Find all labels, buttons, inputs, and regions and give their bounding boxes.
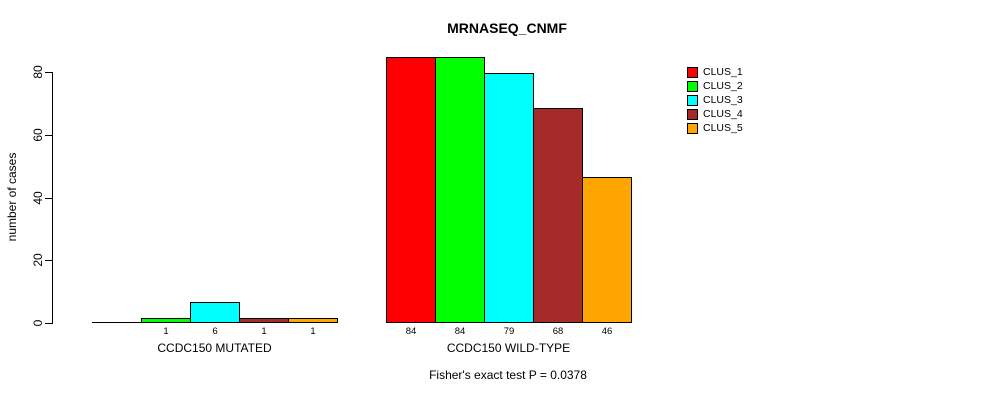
bar-value-label: 1: [163, 326, 169, 337]
bar-clus-2-wild-type: [435, 57, 485, 323]
legend-item-label: CLUS_3: [703, 94, 743, 106]
y-tick-label: 40: [31, 191, 45, 205]
legend: CLUS_1 CLUS_2 CLUS_3 CLUS_4 CLUS_5: [687, 65, 743, 135]
bar-clus-5-mutated: [288, 318, 338, 323]
legend-item-label: CLUS_2: [703, 80, 743, 92]
bar-value-label: 84: [454, 326, 466, 337]
legend-swatch-clus-4: [687, 108, 698, 120]
y-tick-mark: [45, 72, 52, 73]
bar-clus-3-mutated: [190, 302, 240, 323]
bar-value-label: 68: [552, 326, 564, 337]
y-tick-label: 20: [31, 253, 45, 267]
legend-swatch-clus-1: [687, 66, 698, 78]
x-group-label: CCDC150 MUTATED: [157, 341, 272, 355]
y-tick-mark: [45, 260, 52, 261]
legend-item-label: CLUS_1: [703, 66, 743, 78]
bar-value-label: 1: [310, 326, 316, 337]
bar-value-label: 79: [503, 326, 515, 337]
y-tick-mark: [45, 323, 52, 324]
legend-item-label: CLUS_4: [703, 108, 743, 120]
bar-value-label: 84: [405, 326, 417, 337]
legend-item: CLUS_3: [687, 93, 743, 107]
legend-swatch-clus-3: [687, 94, 698, 106]
legend-swatch-clus-2: [687, 80, 698, 92]
y-axis-label: number of cases: [5, 152, 19, 242]
y-tick-mark: [45, 135, 52, 136]
y-tick-label: 0: [31, 319, 45, 327]
bar-value-label: 46: [601, 326, 613, 337]
bar-clus-1-mutated-zero: [92, 322, 142, 323]
bar-clus-4-mutated: [239, 318, 289, 323]
chart-title: MRNASEQ_CNMF: [447, 20, 567, 36]
bar-clus-2-mutated: [141, 318, 191, 323]
y-tick-label: 60: [31, 128, 45, 142]
footnote-fishers-test: Fisher's exact test P = 0.0378: [429, 368, 587, 382]
x-group-label: CCDC150 WILD-TYPE: [446, 341, 571, 355]
bar-value-label: 1: [261, 326, 267, 337]
bar-clus-3-wild-type: [484, 73, 534, 323]
bar-clus-5-wild-type: [582, 177, 632, 323]
legend-swatch-clus-5: [687, 122, 698, 134]
y-tick-mark: [45, 198, 52, 199]
legend-item: CLUS_1: [687, 65, 743, 79]
legend-item: CLUS_4: [687, 107, 743, 121]
legend-item: CLUS_2: [687, 79, 743, 93]
legend-item-label: CLUS_5: [703, 122, 743, 134]
bar-value-label: 6: [212, 326, 218, 337]
y-axis-line: [52, 72, 53, 324]
bar-clus-1-wild-type: [386, 57, 436, 323]
bar-clus-4-wild-type: [533, 108, 583, 323]
legend-item: CLUS_5: [687, 121, 743, 135]
y-tick-label: 80: [31, 65, 45, 79]
